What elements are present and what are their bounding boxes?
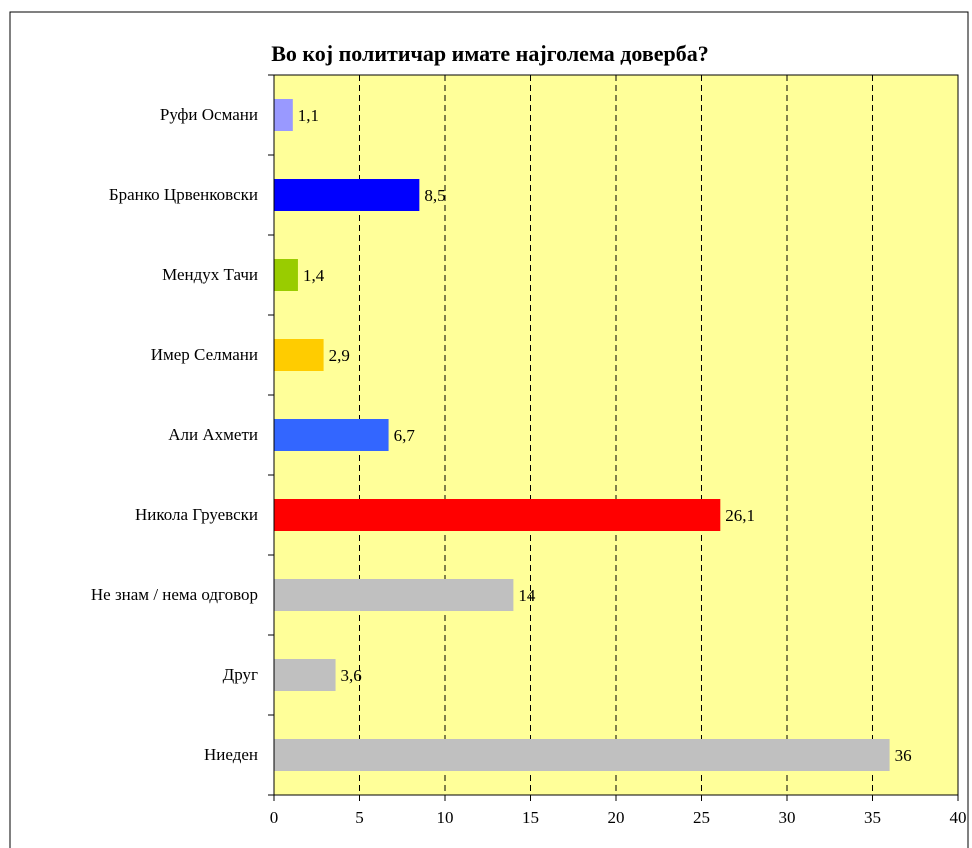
data-label: 14 (518, 586, 536, 605)
y-tick-label: Друг (222, 665, 258, 684)
x-tick-label: 0 (270, 808, 279, 827)
bar (274, 259, 298, 291)
y-tick-label-box: Руфи Османи (58, 104, 258, 126)
y-tick-label-box: Никола Груевски (58, 504, 258, 526)
y-tick-label-box: Али Ахмети (58, 424, 258, 446)
x-tick-label: 40 (950, 808, 967, 827)
y-tick-label: Ниеден (204, 745, 258, 764)
data-label: 2,9 (329, 346, 350, 365)
y-tick-label: Мендух Тачи (162, 265, 258, 284)
y-tick-label-box: Мендух Тачи (58, 264, 258, 286)
chart-title: Во кој политичар имате најголема доверба… (271, 41, 709, 66)
x-tick-label: 25 (693, 808, 710, 827)
y-tick-label-box: Бранко Црвенковски (58, 184, 258, 206)
bar (274, 339, 324, 371)
plot-border (273, 74, 959, 796)
x-tick-label: 20 (608, 808, 625, 827)
y-tick-label: Руфи Османи (159, 105, 258, 124)
y-tick-label: Али Ахмети (168, 425, 258, 444)
y-tick-label-box: Не знам / нема одговор (58, 584, 258, 606)
bar (274, 419, 389, 451)
y-tick-label: Не знам / нема одговор (90, 585, 258, 604)
data-label: 1,1 (298, 106, 319, 125)
x-tick-label: 5 (355, 808, 364, 827)
x-tick-label: 10 (437, 808, 454, 827)
data-label: 8,5 (424, 186, 445, 205)
y-tick-label-box: Друг (58, 664, 258, 686)
data-label: 3,6 (341, 666, 362, 685)
data-label: 36 (895, 746, 912, 765)
bar (274, 739, 890, 771)
y-tick-label: Никола Груевски (134, 505, 258, 524)
data-label: 6,7 (394, 426, 416, 445)
bar (274, 99, 293, 131)
bar (274, 179, 420, 211)
y-tick-label-box: Имер Селмани (58, 344, 258, 366)
data-label: 1,4 (303, 266, 325, 285)
data-label: 26,1 (725, 506, 755, 525)
y-tick-label: Бранко Црвенковски (108, 185, 258, 204)
bar (274, 579, 514, 611)
x-tick-label: 15 (522, 808, 539, 827)
x-tick-label: 30 (779, 808, 796, 827)
bar (274, 499, 721, 531)
x-tick-label: 35 (864, 808, 881, 827)
y-tick-label-box: Ниеден (58, 744, 258, 766)
bar (274, 659, 336, 691)
y-tick-label: Имер Селмани (150, 345, 258, 364)
